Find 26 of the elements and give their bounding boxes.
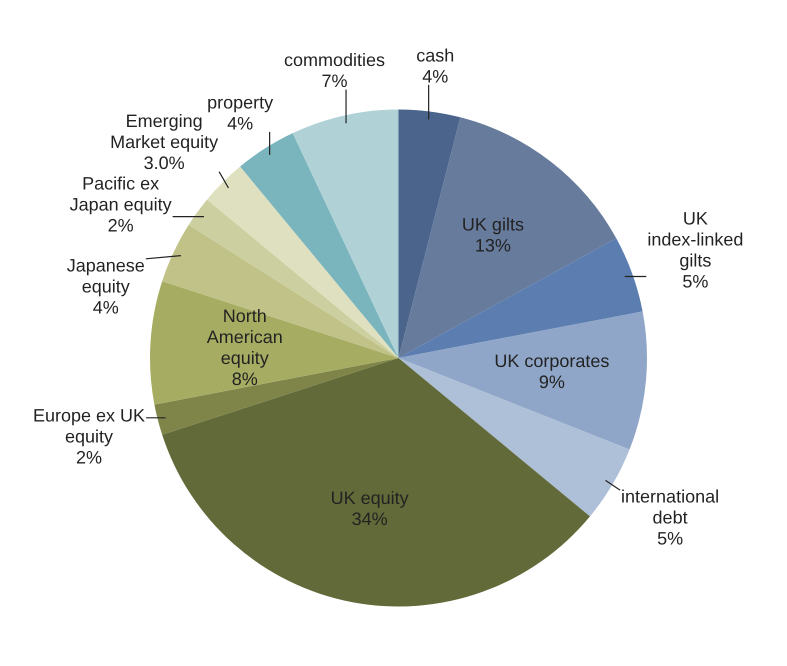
data-label: 3.0% bbox=[144, 153, 185, 174]
data-label: 5% bbox=[657, 528, 684, 549]
data-label: 4% bbox=[422, 66, 448, 86]
slice-label: Pacific ex Japan equity bbox=[70, 174, 172, 215]
slice-label: international debt bbox=[621, 486, 720, 528]
slice-label: North American equity bbox=[206, 306, 283, 368]
slice-label: UK index-linked gilts bbox=[647, 208, 744, 271]
data-label: 4% bbox=[227, 113, 254, 134]
slice-label: Japanese equity bbox=[66, 255, 145, 296]
slice-label: commodities bbox=[284, 50, 385, 70]
data-label: 8% bbox=[232, 368, 258, 389]
data-label: 2% bbox=[76, 447, 102, 468]
data-label: 9% bbox=[538, 372, 565, 392]
data-label: 7% bbox=[321, 71, 348, 92]
data-label: 13% bbox=[474, 236, 511, 256]
slice-label: cash bbox=[416, 45, 454, 66]
slice-label: UK equity bbox=[330, 488, 409, 508]
slice-label: UK gilts bbox=[462, 214, 524, 235]
data-label: 34% bbox=[352, 508, 388, 529]
slice-label: Emerging Market equity bbox=[110, 111, 218, 152]
data-label: 4% bbox=[92, 297, 119, 318]
data-label: 5% bbox=[682, 272, 708, 292]
data-label: 2% bbox=[108, 216, 134, 236]
slice-label: property bbox=[207, 92, 274, 112]
slice-label: Europe ex UK equity bbox=[33, 405, 146, 446]
slice-label: UK corporates bbox=[494, 350, 610, 371]
